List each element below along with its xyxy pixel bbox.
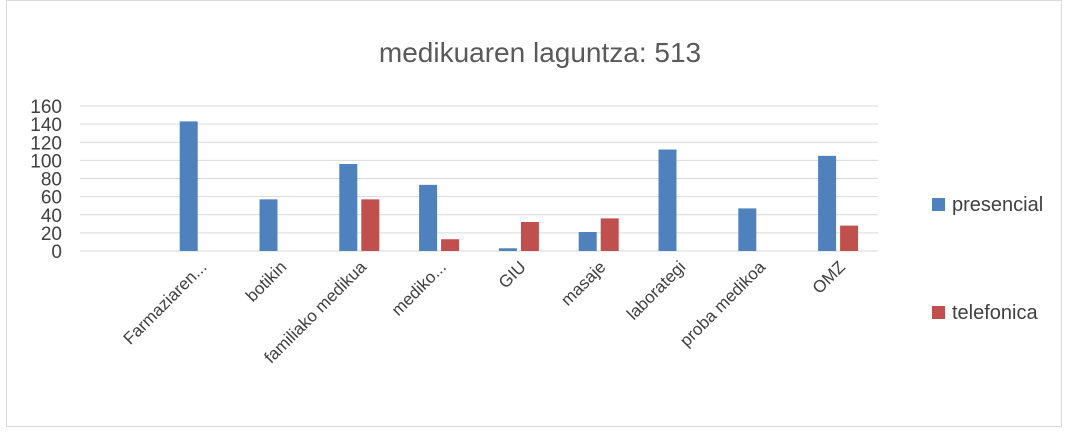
bar xyxy=(259,199,278,251)
bar xyxy=(441,239,460,251)
y-tick-label: 100 xyxy=(30,151,62,172)
chart-title: medikuaren laguntza: 513 xyxy=(379,37,701,68)
y-tick-label: 0 xyxy=(51,242,62,263)
y-tick-label: 80 xyxy=(41,170,62,191)
y-tick-label: 40 xyxy=(41,206,62,227)
bar xyxy=(361,199,380,251)
bar xyxy=(818,155,837,251)
bar xyxy=(600,218,619,251)
y-tick-label: 120 xyxy=(30,133,62,154)
bar xyxy=(738,208,757,251)
bar xyxy=(339,164,358,251)
legend-swatch xyxy=(932,306,945,319)
bar xyxy=(840,225,859,251)
y-tick-label: 60 xyxy=(41,188,62,209)
legend-label: presencial xyxy=(952,194,1044,216)
y-tick-label: 140 xyxy=(30,115,62,136)
bar xyxy=(179,121,198,251)
bar xyxy=(419,184,438,251)
bar xyxy=(658,149,677,251)
bar xyxy=(498,248,517,251)
y-tick-label: 160 xyxy=(30,97,62,118)
bar xyxy=(578,231,597,251)
bar xyxy=(520,222,539,251)
legend-swatch xyxy=(932,198,945,211)
legend-label: telefonica xyxy=(952,302,1038,324)
y-tick-label: 20 xyxy=(41,224,62,245)
